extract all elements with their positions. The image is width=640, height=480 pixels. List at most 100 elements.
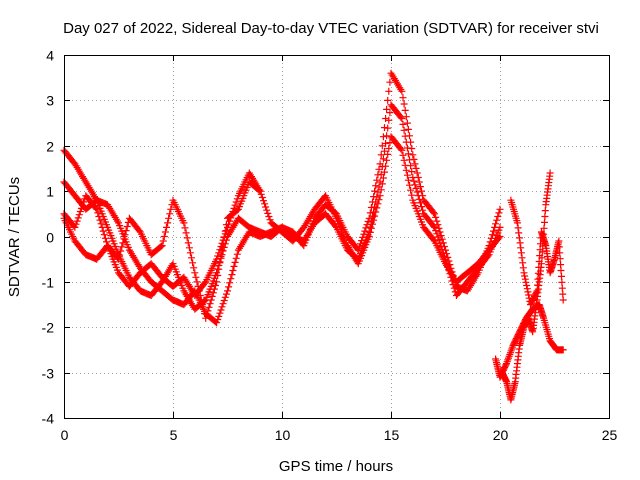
data-point [532,288,540,296]
data-point [163,223,170,231]
data-point [555,237,563,245]
data-point [536,246,544,254]
data-point [401,132,409,140]
data-point [184,239,192,247]
data-point [369,220,376,228]
data-point [216,259,224,267]
data-point [228,271,236,279]
data-point [72,220,80,228]
data-point [185,244,193,252]
data-point [490,227,497,235]
data-point [365,233,373,240]
data-point [407,186,415,194]
data-point [379,155,387,163]
data-point [194,282,202,290]
data-point [383,132,391,140]
x-axis-label: GPS time / hours [279,458,393,475]
data-point [558,278,566,286]
data-point [382,140,390,147]
data-point [77,204,85,212]
data-point [212,282,219,289]
data-point [419,206,427,214]
data-point [415,195,423,203]
data-point [433,217,441,225]
data-point [432,213,440,221]
data-point [399,94,407,102]
data-point [216,309,224,317]
data-point [541,218,548,226]
data-point [226,279,234,287]
data-point [123,223,131,230]
data-point [265,213,273,220]
data-point [361,227,369,235]
data-point [515,234,523,242]
series-track-g [507,196,567,309]
data-point [103,238,110,246]
data-point [378,180,386,188]
data-point [213,255,221,263]
data-point [516,239,524,247]
data-point [416,199,424,207]
data-point [95,213,103,220]
data-point [541,213,549,220]
data-point [225,283,233,291]
data-point [400,100,408,108]
data-point [408,168,416,176]
data-point [559,290,567,298]
data-point [121,231,129,239]
data-point [181,224,189,232]
data-point [525,291,533,299]
data-point [381,168,388,176]
data-point [231,201,239,209]
data-point [488,231,496,239]
data-point [522,278,530,286]
data-point [383,156,391,164]
data-point [384,96,392,104]
y-tick-label: -1 [42,275,55,291]
data-point [404,150,412,158]
data-point [418,203,425,211]
data-point [431,223,439,231]
data-point [555,243,563,251]
data-point [433,230,441,238]
data-point [556,249,564,257]
data-point [115,255,122,263]
data-point [209,289,217,297]
data-point [190,264,198,272]
data-point [98,223,106,231]
data-point [534,275,542,283]
y-tick-label: 0 [46,230,54,246]
y-tick-label: -2 [42,320,55,336]
data-point [412,164,420,172]
data-point [258,194,266,201]
data-point [372,208,380,216]
data-point [384,124,392,132]
data-point [450,284,458,292]
data-point [219,300,227,308]
data-point [371,187,379,195]
data-point [266,216,274,224]
data-point [207,296,215,304]
data-point [541,207,549,215]
data-point [220,233,228,241]
data-point [385,116,393,124]
data-point [161,228,169,236]
data-point [386,78,394,86]
data-point [215,265,223,273]
data-point [493,216,501,224]
data-point [93,205,101,213]
data-point [402,166,410,174]
data-point [208,292,216,300]
x-tick-label: 20 [493,427,509,443]
data-point [159,237,167,245]
data-point [521,272,529,280]
data-point [164,219,172,227]
data-point [165,214,173,222]
data-point [556,255,564,263]
data-point [430,209,437,216]
data-point [413,169,421,177]
data-point [230,262,238,270]
data-point [186,249,194,257]
data-point [375,196,383,204]
data-point [218,246,226,254]
